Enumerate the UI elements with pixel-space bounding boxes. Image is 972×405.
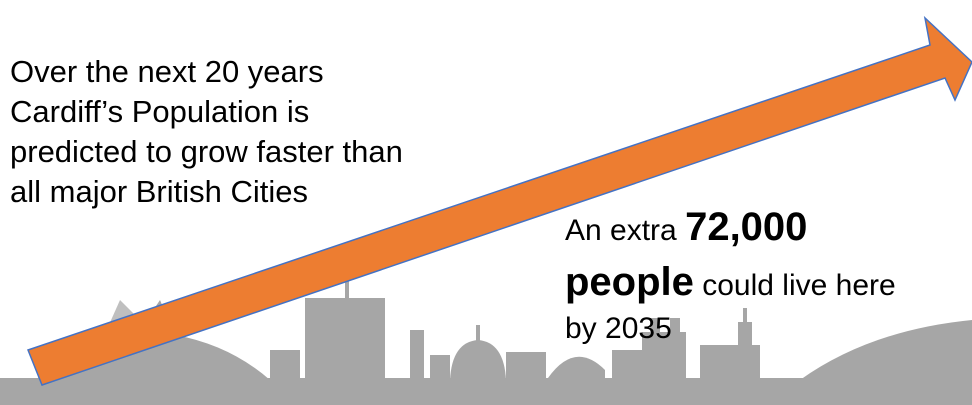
callout-suffix: by 2035 bbox=[565, 312, 672, 345]
callout-line: An extra 72,000 bbox=[565, 205, 807, 249]
headline: Over the next 20 years Cardiff’s Populat… bbox=[10, 54, 403, 209]
headline-line: all major British Cities bbox=[10, 174, 308, 209]
callout-prefix: An extra bbox=[565, 214, 677, 247]
callout-rest: could live here bbox=[702, 269, 895, 302]
callout-line: people could live here bbox=[565, 260, 896, 304]
headline-line: predicted to grow faster than bbox=[10, 134, 403, 169]
infographic: Over the next 20 years Cardiff’s Populat… bbox=[0, 0, 972, 405]
headline-line: Cardiff’s Population is bbox=[10, 94, 309, 129]
page: Over the next 20 years Cardiff’s Populat… bbox=[0, 0, 972, 405]
callout-number: 72,000 bbox=[685, 205, 807, 249]
headline-line: Over the next 20 years bbox=[10, 54, 324, 89]
callout-noun: people bbox=[565, 260, 694, 304]
callout: An extra 72,000 people could live here b… bbox=[565, 205, 896, 345]
